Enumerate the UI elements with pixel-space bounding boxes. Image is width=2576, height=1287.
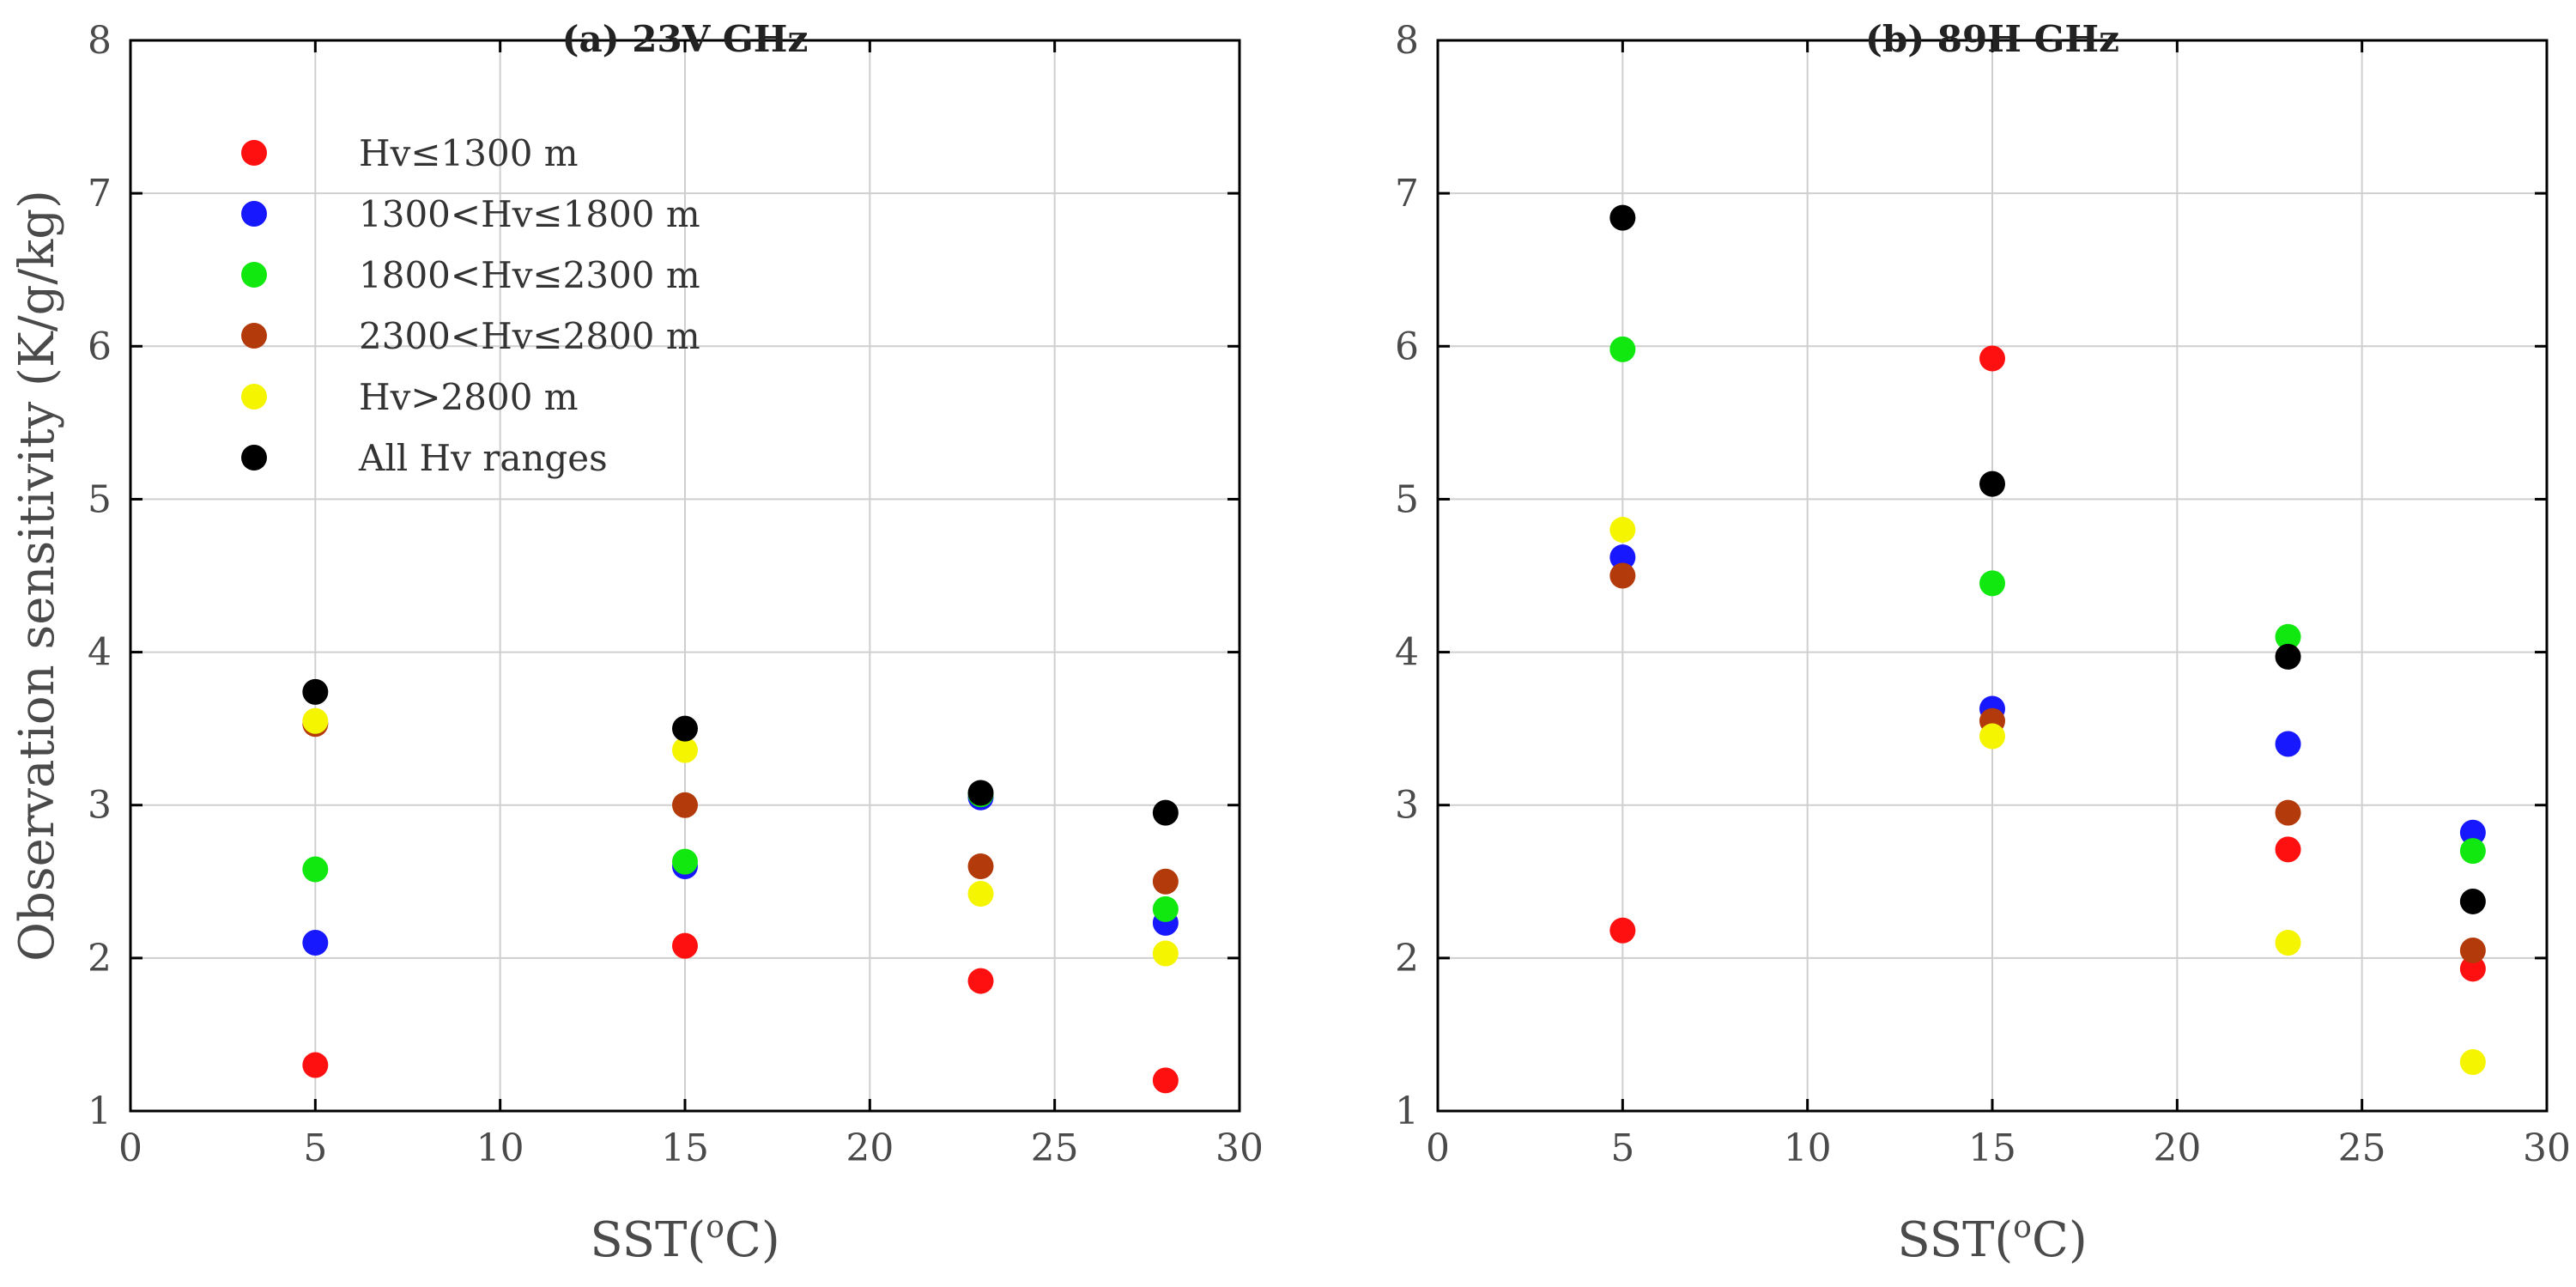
data-point [2275,623,2301,650]
data-point [1609,917,1636,944]
data-point [2275,836,2301,863]
data-point [1979,345,2005,372]
data-point [2275,643,2301,670]
x-axis-label: SST(oC) [590,1210,779,1268]
plot-frame [129,39,1241,1113]
x-tick-label: 20 [2153,1126,2201,1170]
y-tick-label: 6 [88,325,112,368]
data-point [1979,470,2005,497]
x-axis-label-unit: C) [724,1212,780,1268]
data-point [302,1052,329,1078]
legend-marker [241,262,267,288]
x-tick-label: 20 [846,1126,894,1170]
data-point [2459,838,2486,865]
legend-marker [241,140,267,166]
x-axis-label-text: SST( [1897,1212,2013,1268]
data-point [1152,940,1179,967]
data-point [1152,868,1179,895]
y-tick-label: 1 [88,1090,112,1133]
legend-label: Hv≤1300 m [359,132,579,174]
data-point [1152,895,1179,922]
data-point [672,848,698,875]
x-tick-label: 15 [1968,1126,2016,1170]
data-point [672,737,698,763]
y-tick-label: 7 [1395,172,1419,216]
chart-title: (a) 23V GHz [562,18,809,60]
data-point [967,853,994,879]
y-tick-label: 1 [1395,1090,1419,1133]
y-tick-label: 8 [88,19,112,63]
legend-marker [241,445,267,470]
data-point [967,968,994,994]
data-point [1979,570,2005,597]
data-point [967,881,994,908]
legend-marker [241,201,267,227]
data-point [672,792,698,818]
data-point [1609,204,1636,231]
data-point [302,678,329,705]
x-tick-label: 10 [1784,1126,1832,1170]
legend-label: All Hv ranges [358,437,608,479]
plot-frame [1436,39,2549,1113]
data-point [2459,819,2486,846]
y-tick-label: 3 [88,784,112,828]
x-tick-label: 30 [1215,1126,1264,1170]
panel-b: 0 5 10 15 20 25 30 1 2 3 4 5 6 7 8 (b) 89H GHz SST(oC) [1395,18,2571,1268]
legend-label: 2300<Hv≤2800 m [359,315,700,357]
x-axis-label: SST(oC) [1897,1210,2087,1268]
data-point [2275,930,2301,956]
data-point [2275,799,2301,826]
legend-marker [241,323,267,349]
y-tick-label: 7 [88,172,112,216]
y-tick-label: 4 [88,631,112,675]
data-point [2459,956,2486,982]
legend-label: 1800<Hv≤2300 m [359,254,700,296]
y-tick-label: 8 [1395,19,1419,63]
x-tick-label: 30 [2523,1126,2571,1170]
legend-label: 1300<Hv≤1800 m [359,193,700,235]
x-tick-label: 5 [1610,1126,1634,1170]
x-axis-label-unit: C) [2032,1212,2088,1268]
y-tick-label: 2 [1395,937,1419,980]
data-point [302,930,329,956]
data-point [2459,888,2486,914]
x-tick-label: 10 [476,1126,524,1170]
data-point [672,932,698,959]
x-tick-label: 0 [118,1126,142,1170]
data-point [1609,336,1636,362]
legend-label: Hv>2800 m [359,376,579,418]
data-point [672,715,698,742]
y-tick-label: 5 [1395,477,1419,521]
data-point [2459,937,2486,963]
y-tick-label: 6 [1395,325,1419,368]
data-point [1152,1067,1179,1094]
x-axis-label-superscript: o [706,1210,724,1245]
y-tick-label: 2 [88,937,112,980]
data-point [1609,517,1636,543]
data-point [2459,1048,2486,1075]
y-axis-label: Observation sensitivity (K/g/kg) [9,190,65,962]
y-tick-label: 4 [1395,631,1419,675]
data-point [2275,731,2301,757]
data-point [1979,723,2005,750]
y-tick-label: 5 [88,477,112,521]
x-axis-label-text: SST( [590,1212,706,1268]
data-point [1609,562,1636,589]
data-point [967,780,994,806]
y-tick-label: 3 [1395,784,1419,828]
x-tick-label: 25 [1031,1126,1079,1170]
chart-title: (b) 89H GHz [1865,18,2119,60]
legend-marker [241,384,267,410]
data-point [1152,799,1179,826]
data-point [302,707,329,734]
panel-a: 0 5 10 15 20 25 30 1 2 3 4 5 6 7 8 (a) 23V GHz SST(oC) Ob… [9,18,1264,1268]
x-tick-label: 25 [2338,1126,2386,1170]
x-axis-label-superscript: o [2013,1210,2032,1245]
x-tick-label: 0 [1426,1126,1450,1170]
x-tick-label: 5 [303,1126,327,1170]
data-point [302,856,329,883]
data-point [1609,544,1636,571]
x-tick-label: 15 [661,1126,709,1170]
